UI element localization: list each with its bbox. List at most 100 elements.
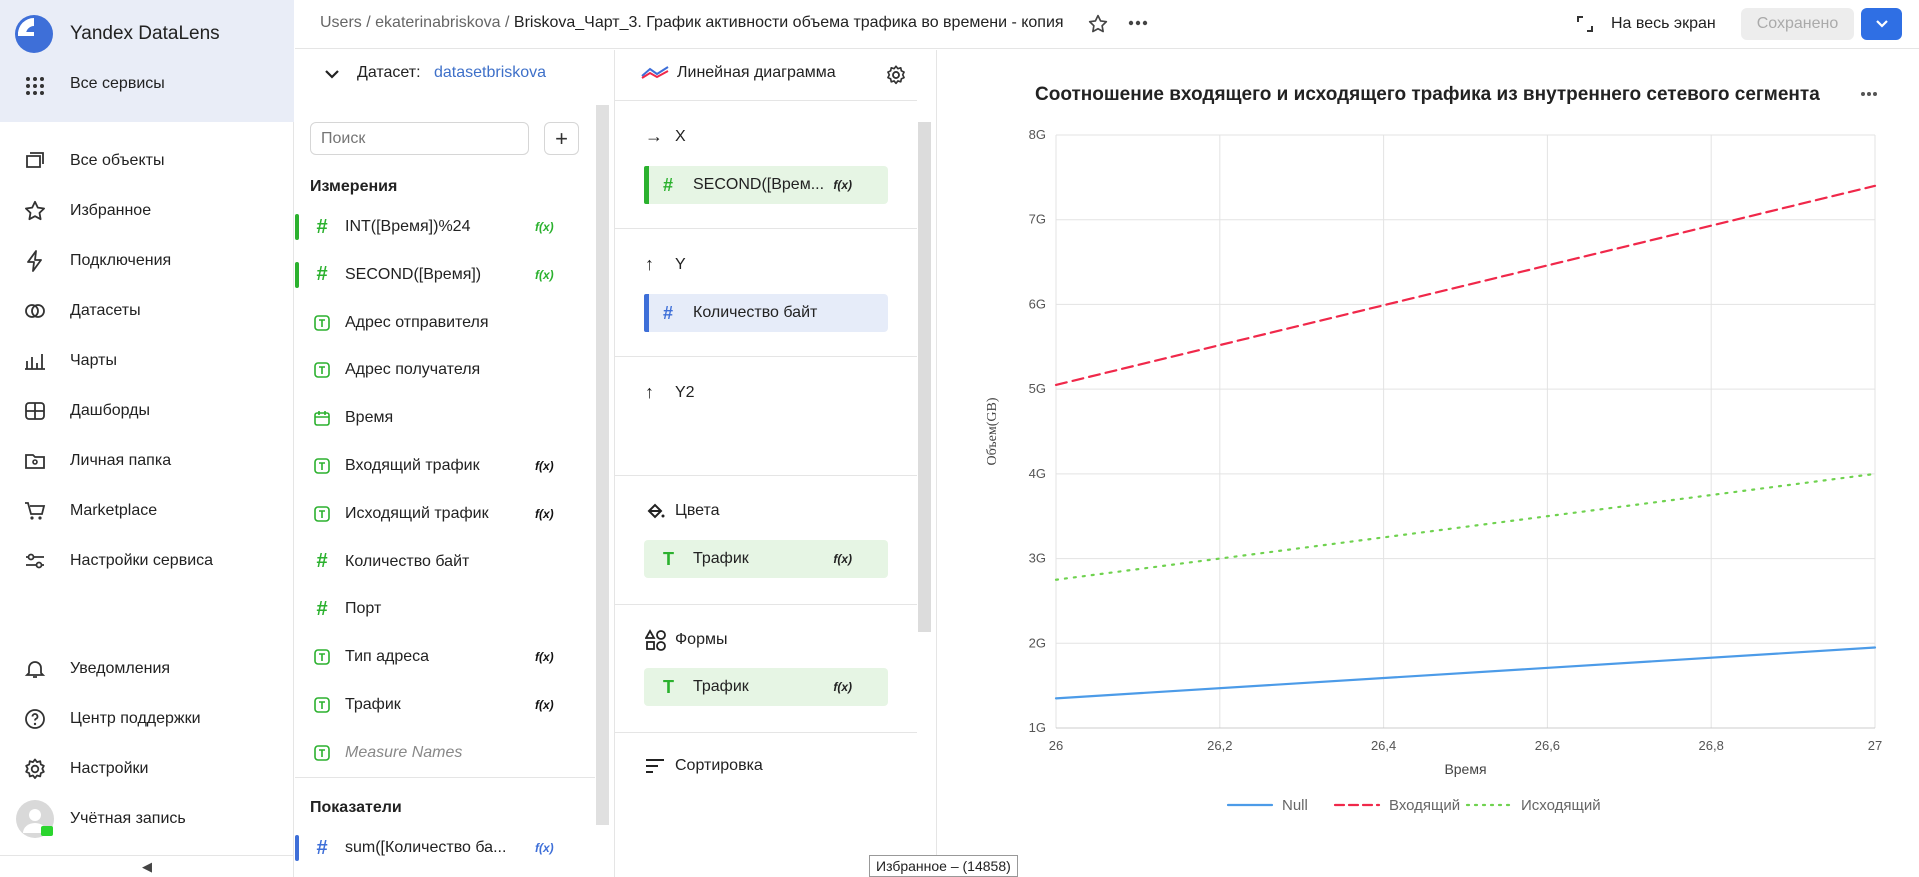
dimension-field[interactable]: Трафик f(x): [295, 686, 595, 724]
stack-icon: [0, 149, 70, 173]
dimension-field[interactable]: # Порт: [295, 590, 595, 628]
measure-field[interactable]: # sum([Количество ба... f(x): [295, 829, 595, 867]
breadcrumb-user-folder[interactable]: ekaterinabriskova: [375, 14, 501, 31]
divider: [295, 777, 595, 778]
dimension-field[interactable]: # Количество байт: [295, 543, 595, 581]
dimension-field[interactable]: Тип адреса f(x): [295, 638, 595, 676]
brand-name: Yandex DataLens: [70, 23, 220, 44]
dimension-field[interactable]: Время: [295, 399, 595, 437]
dimension-field[interactable]: # INT([Время])%24 f(x): [295, 208, 595, 246]
text-type-icon: T: [663, 548, 674, 569]
series-line-2: [1054, 472, 1877, 581]
x-tick-label: 26,2: [1207, 738, 1232, 753]
sidebar-item-1[interactable]: Избранное: [0, 188, 294, 234]
chart-type-selector[interactable]: Линейная диаграмма: [677, 64, 836, 81]
sidebar-bottom-item-1[interactable]: Центр поддержки: [0, 696, 294, 742]
sidebar-item-label: Настройки: [70, 760, 149, 777]
chevron-down-icon[interactable]: [324, 68, 340, 80]
sidebar-item-label: Все объекты: [70, 152, 165, 169]
fullscreen-button[interactable]: На весь экран: [1611, 15, 1716, 32]
sidebar-item-6[interactable]: Личная папка: [0, 438, 294, 484]
shapes-icon: [645, 629, 675, 651]
formula-icon: f(x): [535, 459, 554, 473]
formula-icon: f(x): [535, 506, 554, 521]
sidebar-item-3[interactable]: Датасеты: [0, 288, 294, 334]
legend-item: Исходящий: [1521, 797, 1601, 814]
field-type-icon: [299, 362, 345, 379]
sidebar-bottom-item-0[interactable]: Уведомления: [0, 646, 294, 692]
formula-icon: f(x): [833, 680, 852, 694]
x-tick-label: 26,4: [1371, 738, 1396, 753]
sidebar-item-0[interactable]: Все объекты: [0, 138, 294, 184]
field-type-icon: [299, 697, 345, 713]
save-dropdown-button[interactable]: [1861, 8, 1902, 40]
sidebar-item-label: Центр поддержки: [70, 710, 201, 727]
sidebar-item-4[interactable]: Чарты: [0, 338, 294, 384]
x-slot: → X: [645, 126, 686, 146]
chart-title: Соотношение входящего и исходящего трафи…: [1035, 84, 1820, 105]
y-tick-label: 4G: [1029, 466, 1046, 481]
gear-icon[interactable]: [885, 64, 907, 86]
breadcrumb-users[interactable]: Users: [320, 14, 362, 31]
star-icon: [0, 199, 70, 223]
tooltip: Избранное – (14858): [869, 855, 1018, 877]
colors-field-chip[interactable]: T Трафик f(x): [644, 540, 888, 578]
datalens-logo-icon[interactable]: [14, 14, 54, 54]
config-panel: [615, 50, 937, 877]
series-line-1: [1054, 184, 1877, 387]
dimension-field[interactable]: Исходящий трафик f(x): [295, 495, 595, 533]
field-type-icon: #: [316, 215, 328, 238]
add-field-button[interactable]: +: [544, 122, 579, 155]
y-tick-label: 2G: [1029, 635, 1046, 650]
number-type-icon: #: [663, 174, 674, 195]
field-type-icon: [299, 314, 345, 331]
sidebar-item-7[interactable]: Marketplace: [0, 488, 294, 534]
field-search-input[interactable]: [310, 122, 529, 155]
sliders-icon: [0, 549, 70, 573]
dimension-field[interactable]: Адрес получателя: [295, 351, 595, 389]
field-label: Порт: [345, 600, 382, 618]
y-tick-label: 6G: [1029, 296, 1046, 311]
sidebar-item-8[interactable]: Настройки сервиса: [0, 538, 294, 584]
measures-title: Показатели: [310, 799, 402, 816]
chart-icon: [0, 349, 70, 373]
y-tick-label: 7G: [1029, 212, 1046, 227]
y-tick-label: 1G: [1029, 720, 1046, 735]
sidebar-item-5[interactable]: Дашборды: [0, 388, 294, 434]
top-bar: [295, 0, 1919, 49]
dataset-scrollbar[interactable]: [596, 105, 609, 825]
y-field-chip[interactable]: # Количество байт: [644, 294, 888, 332]
circles-icon: [0, 299, 70, 323]
line-chart: 1G 2G 3G 4G 5G 6G 7G 8G 26 26,2 26,4 26,6 26,8 27 Врем…: [985, 127, 1882, 814]
field-label: Количество байт: [345, 552, 470, 570]
sidebar-collapse-button[interactable]: ◀: [0, 855, 294, 877]
sidebar-item-2[interactable]: Подключения: [0, 238, 294, 284]
all-services-link[interactable]: Все сервисы: [70, 75, 165, 92]
more-dots-icon[interactable]: [1128, 20, 1148, 26]
chart-menu-dots-icon[interactable]: [1860, 91, 1878, 97]
sidebar-item-label: Уведомления: [70, 660, 171, 677]
gear-icon: [0, 757, 70, 781]
x-tick-label: 26,6: [1535, 738, 1560, 753]
dimensions-title: Измерения: [310, 178, 398, 195]
fullscreen-icon[interactable]: [1576, 15, 1594, 33]
dimension-field[interactable]: Адрес отправителя: [295, 304, 595, 342]
help-icon: [0, 707, 70, 731]
dimension-field[interactable]: Measure Names: [295, 734, 595, 772]
sidebar-header: [0, 0, 294, 122]
dimension-field[interactable]: # SECOND([Время]) f(x): [295, 256, 595, 294]
sidebar-bottom-item-2[interactable]: Настройки: [0, 746, 294, 792]
sidebar-bottom-item-3[interactable]: Учётная запись: [0, 796, 294, 842]
dimension-field[interactable]: Входящий трафик f(x): [295, 447, 595, 485]
dataset-name-link[interactable]: datasetbriskova: [434, 64, 547, 81]
y-tick-label: 5G: [1029, 381, 1046, 396]
avatar-icon: [0, 799, 70, 839]
saved-button[interactable]: Сохранено: [1741, 8, 1854, 40]
arrow-up-icon: ↑: [645, 382, 654, 402]
config-scrollbar[interactable]: [918, 122, 931, 632]
shapes-field-chip[interactable]: T Трафик f(x): [644, 668, 888, 706]
x-field-chip[interactable]: # SECOND([Врем... f(x): [644, 166, 888, 204]
divider: [615, 475, 917, 476]
x-tick-label: 26,8: [1699, 738, 1724, 753]
favorite-star-icon[interactable]: [1087, 13, 1109, 35]
